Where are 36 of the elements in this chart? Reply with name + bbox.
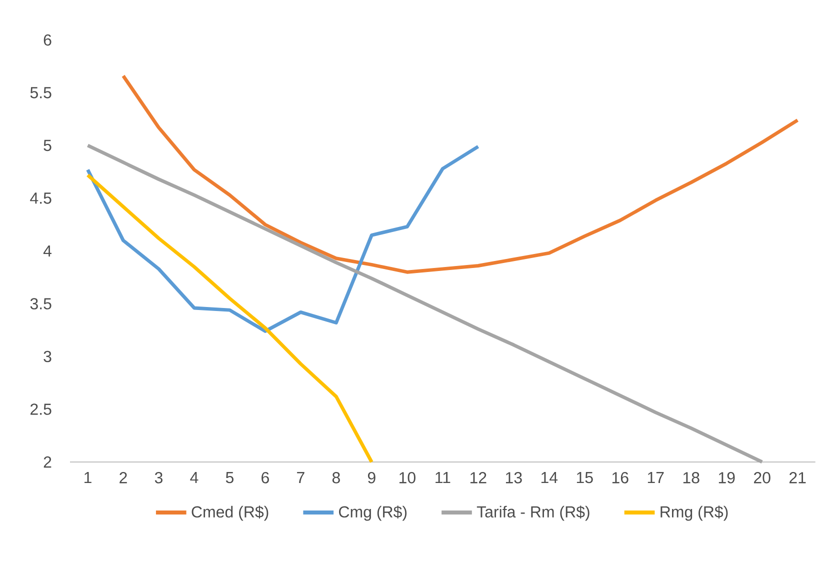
- y-tick-label: 4.5: [30, 192, 52, 204]
- x-tick-label: 12: [470, 472, 486, 484]
- x-tick-label: 5: [226, 472, 234, 484]
- y-tick-label: 2: [44, 456, 52, 468]
- legend-label: Cmg (R$): [339, 506, 407, 521]
- x-tick-label: 7: [297, 472, 304, 484]
- x-tick-label: 14: [541, 472, 558, 484]
- y-tick-label: 3.5: [30, 298, 52, 310]
- x-tick-label: 11: [436, 472, 450, 484]
- line-series: [86, 144, 480, 333]
- x-tick-label: 1: [84, 472, 92, 484]
- y-tick-label: 5: [44, 140, 52, 152]
- legend-label: Tarifa - Rm (R$): [476, 506, 590, 521]
- y-tick-label: 5.5: [30, 87, 52, 98]
- x-tick-label: 6: [262, 472, 269, 484]
- x-tick-label: 18: [683, 472, 700, 484]
- x-tick-label: 9: [368, 472, 376, 484]
- x-tick-label: 16: [612, 472, 628, 484]
- line-series: [86, 173, 374, 464]
- x-tick-label: 21: [789, 472, 806, 484]
- x-tick-label: 3: [154, 472, 162, 484]
- y-tick-label: 3: [44, 350, 52, 362]
- y-tick-label: 2.5: [30, 404, 52, 415]
- y-tick-label: 4: [43, 245, 52, 256]
- x-tick-label: 2: [120, 472, 127, 484]
- y-tick-label: 6: [44, 34, 52, 46]
- x-tick-label: 19: [718, 472, 735, 484]
- x-tick-label: 17: [648, 472, 664, 484]
- legend-label: Cmed (R$): [192, 506, 268, 521]
- x-tick-label: 8: [332, 472, 340, 484]
- x-tick-label: 20: [754, 472, 770, 484]
- x-tick-label: 4: [190, 472, 198, 484]
- x-tick-label: 15: [576, 472, 593, 484]
- x-tick-label: 10: [399, 472, 416, 484]
- x-tick-label: 13: [506, 472, 522, 484]
- legend-label: Rmg (R$): [660, 506, 728, 521]
